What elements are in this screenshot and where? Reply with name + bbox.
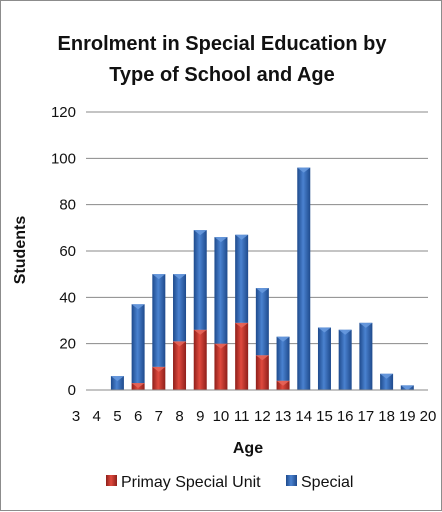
bar-cap xyxy=(380,373,394,379)
x-tick-label: 4 xyxy=(93,408,101,425)
bar-primary-special-unit xyxy=(193,329,207,390)
y-tick-label: 120 xyxy=(51,104,76,121)
bar-special xyxy=(297,167,311,390)
x-tick-label: 10 xyxy=(213,408,230,425)
bar-special xyxy=(338,329,352,390)
bar-primary-special-unit xyxy=(152,366,166,390)
x-tick-label: 13 xyxy=(275,408,292,425)
bar-special xyxy=(193,230,207,330)
bar-cap xyxy=(214,343,228,349)
legend-swatch-special xyxy=(286,475,297,486)
x-tick-label: 17 xyxy=(358,408,375,425)
bar-cap xyxy=(235,322,249,328)
bar-cap xyxy=(317,327,331,333)
y-tick-label: 0 xyxy=(68,382,76,399)
legend-label-primary-special-unit: Primay Special Unit xyxy=(121,474,261,491)
bar-cap xyxy=(131,383,145,389)
y-tick-label: 40 xyxy=(59,289,76,306)
x-tick-label: 12 xyxy=(254,408,271,425)
bar-cap xyxy=(131,304,145,310)
bar-special xyxy=(131,304,145,384)
legend: Primay Special Unit Special xyxy=(106,474,353,491)
bar-special xyxy=(255,288,269,356)
bar-cap xyxy=(193,329,207,335)
x-tick-label: 11 xyxy=(234,408,250,425)
bar-cap xyxy=(193,230,207,236)
bar-cap xyxy=(276,336,290,342)
bar-cap xyxy=(255,288,269,294)
x-tick-label: 14 xyxy=(295,408,312,425)
bars xyxy=(110,167,414,391)
x-axis-title: Age xyxy=(233,440,263,457)
bar-special xyxy=(317,327,331,390)
x-tick-label: 6 xyxy=(134,408,142,425)
bar-primary-special-unit xyxy=(173,341,187,390)
chart-title: Enrolment in Special Education by Type o… xyxy=(1,29,442,91)
x-tick-label: 19 xyxy=(399,408,416,425)
bar-primary-special-unit xyxy=(255,355,269,390)
bar-cap xyxy=(214,237,228,243)
bar-cap xyxy=(173,341,187,347)
bar-primary-special-unit xyxy=(235,322,249,390)
x-tick-label: 8 xyxy=(175,408,183,425)
bar-special xyxy=(152,274,166,367)
bar-special xyxy=(235,234,249,323)
bar-special xyxy=(110,376,124,390)
x-tick-label: 20 xyxy=(420,408,437,425)
bar-special xyxy=(359,322,373,390)
bar-primary-special-unit xyxy=(214,343,228,390)
x-tick-label: 3 xyxy=(72,408,80,425)
legend-swatch-primary-special-unit xyxy=(106,475,117,486)
x-tick-label: 18 xyxy=(378,408,395,425)
x-tick-label: 5 xyxy=(113,408,121,425)
chart-title-line-2: Type of School and Age xyxy=(109,64,335,86)
legend-label-special: Special xyxy=(301,474,353,491)
bar-special xyxy=(276,336,290,381)
bar-cap xyxy=(152,366,166,372)
bar-cap xyxy=(338,329,352,335)
bar-cap xyxy=(297,167,311,173)
y-tick-label: 100 xyxy=(51,150,76,167)
chart-title-line-1: Enrolment in Special Education by xyxy=(57,33,387,55)
y-tick-label: 20 xyxy=(59,336,76,353)
bar-cap xyxy=(173,274,187,280)
bar-cap xyxy=(276,380,290,386)
bar-cap xyxy=(359,322,373,328)
x-tick-label: 16 xyxy=(337,408,354,425)
bar-special xyxy=(380,373,394,390)
x-tick-label: 7 xyxy=(155,408,163,425)
x-tick-label: 9 xyxy=(196,408,204,425)
bar-special xyxy=(173,274,187,342)
bar-cap xyxy=(152,274,166,280)
y-tick-label: 80 xyxy=(59,197,76,214)
bar-cap xyxy=(110,376,124,382)
x-tick-label: 15 xyxy=(316,408,333,425)
bar-cap xyxy=(400,385,414,391)
y-tick-label: 60 xyxy=(59,243,76,260)
bar-cap xyxy=(255,355,269,361)
y-axis-title: Students xyxy=(12,216,29,285)
tick-labels: 0 20 40 60 80 100 120 3 4 5 6 7 8 9 10 11 12 13 14 15 16 17 18… xyxy=(51,104,436,425)
bar-special xyxy=(214,237,228,344)
bar-cap xyxy=(235,234,249,240)
